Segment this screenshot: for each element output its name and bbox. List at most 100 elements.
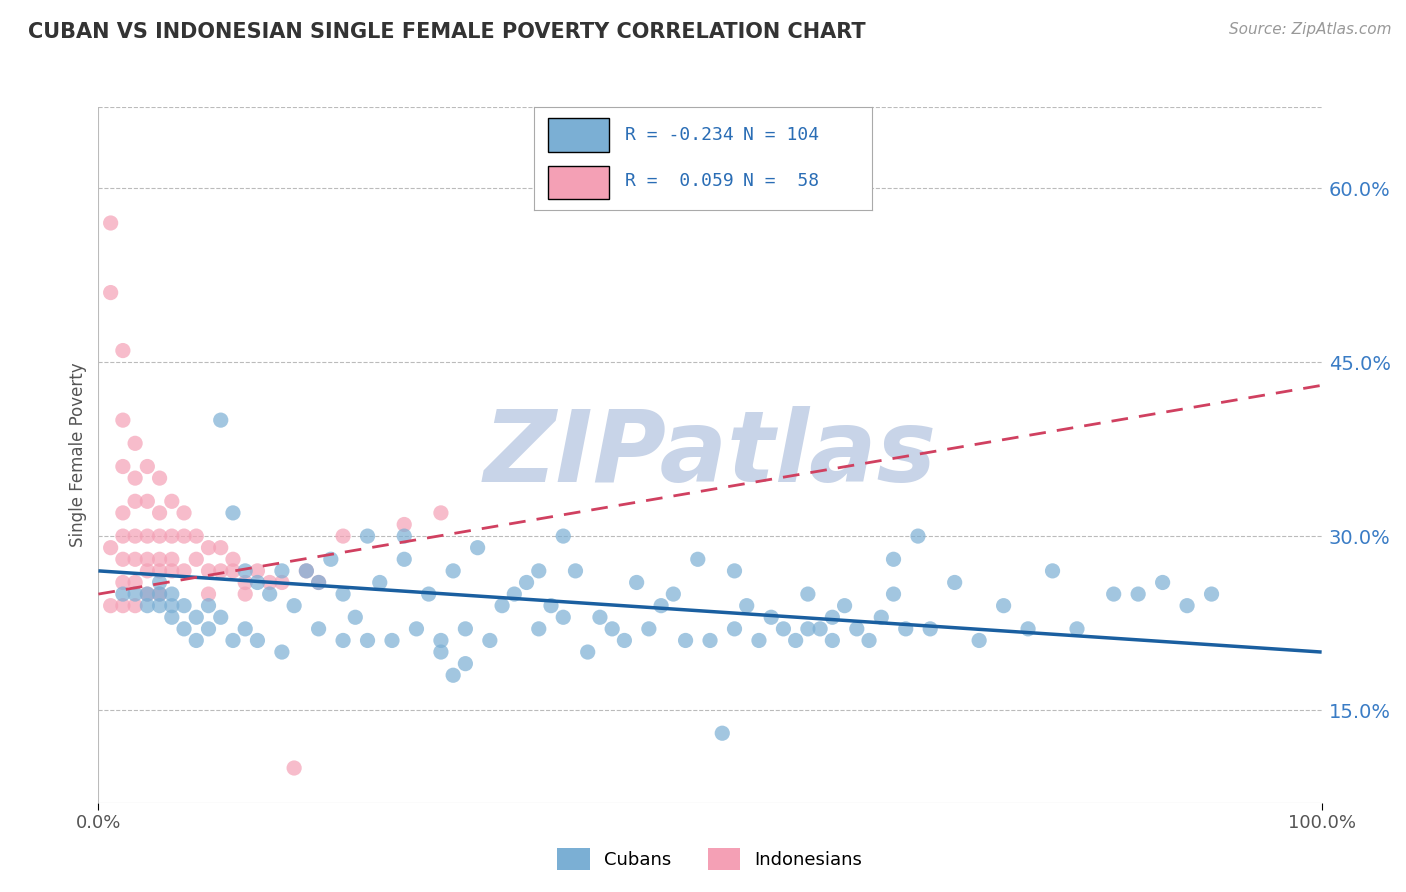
- Point: [111, 343, 134, 358]
- Point: [308, 575, 330, 590]
- Point: [209, 610, 232, 624]
- Point: [222, 633, 245, 648]
- FancyBboxPatch shape: [548, 119, 609, 153]
- Point: [295, 564, 318, 578]
- Point: [222, 506, 245, 520]
- Point: [233, 622, 256, 636]
- Point: [845, 622, 868, 636]
- Point: [503, 587, 526, 601]
- Point: [149, 575, 172, 590]
- Point: [858, 633, 880, 648]
- Point: [491, 599, 513, 613]
- Point: [270, 575, 294, 590]
- Point: [1102, 587, 1125, 601]
- Point: [821, 633, 844, 648]
- Point: [515, 575, 537, 590]
- Point: [149, 506, 172, 520]
- Point: [124, 575, 146, 590]
- Point: [222, 552, 245, 566]
- Point: [441, 668, 464, 682]
- Point: [124, 599, 146, 613]
- Point: [883, 587, 905, 601]
- Point: [100, 541, 122, 555]
- Point: [136, 587, 159, 601]
- Point: [808, 622, 831, 636]
- Point: [111, 529, 134, 543]
- Point: [441, 564, 464, 578]
- Point: [920, 622, 942, 636]
- Point: [797, 587, 820, 601]
- Point: [821, 610, 844, 624]
- Point: [160, 529, 183, 543]
- Point: [173, 529, 195, 543]
- Point: [392, 517, 416, 532]
- Point: [160, 552, 183, 566]
- Point: [197, 587, 219, 601]
- Point: [209, 564, 232, 578]
- Point: [111, 587, 134, 601]
- Legend: Cubans, Indonesians: Cubans, Indonesians: [550, 841, 870, 877]
- Point: [136, 587, 159, 601]
- Point: [430, 506, 453, 520]
- Point: [392, 552, 416, 566]
- Point: [124, 552, 146, 566]
- Point: [943, 575, 966, 590]
- Point: [259, 575, 281, 590]
- Point: [149, 587, 172, 601]
- Point: [699, 633, 721, 648]
- Point: [576, 645, 599, 659]
- Point: [246, 575, 269, 590]
- Point: [124, 529, 146, 543]
- Point: [124, 471, 146, 485]
- Point: [675, 633, 697, 648]
- Point: [111, 599, 134, 613]
- Point: [124, 587, 146, 601]
- Point: [197, 564, 219, 578]
- Point: [540, 599, 562, 613]
- Point: [308, 622, 330, 636]
- Point: [430, 645, 453, 659]
- Point: [392, 529, 416, 543]
- Point: [1152, 575, 1174, 590]
- Point: [1042, 564, 1064, 578]
- Y-axis label: Single Female Poverty: Single Female Poverty: [69, 363, 87, 547]
- Point: [723, 622, 745, 636]
- Point: [111, 459, 134, 474]
- Point: [173, 506, 195, 520]
- Point: [993, 599, 1015, 613]
- Point: [259, 587, 281, 601]
- Point: [160, 599, 183, 613]
- Point: [454, 622, 477, 636]
- Point: [283, 761, 305, 775]
- Point: [356, 633, 378, 648]
- Point: [967, 633, 990, 648]
- Point: [111, 575, 134, 590]
- Text: N =  58: N = 58: [744, 172, 820, 190]
- Point: [332, 529, 354, 543]
- Point: [883, 552, 905, 566]
- Point: [319, 552, 342, 566]
- Point: [527, 622, 550, 636]
- Text: Source: ZipAtlas.com: Source: ZipAtlas.com: [1229, 22, 1392, 37]
- Point: [246, 564, 269, 578]
- Point: [149, 599, 172, 613]
- Point: [246, 633, 269, 648]
- Point: [344, 610, 367, 624]
- Point: [136, 459, 159, 474]
- Point: [1066, 622, 1088, 636]
- FancyBboxPatch shape: [548, 166, 609, 199]
- Point: [553, 529, 575, 543]
- Point: [1175, 599, 1198, 613]
- Text: R = -0.234: R = -0.234: [626, 127, 734, 145]
- Point: [124, 436, 146, 450]
- Point: [186, 529, 208, 543]
- Point: [197, 599, 219, 613]
- Point: [834, 599, 856, 613]
- Point: [186, 633, 208, 648]
- Point: [761, 610, 783, 624]
- Text: CUBAN VS INDONESIAN SINGLE FEMALE POVERTY CORRELATION CHART: CUBAN VS INDONESIAN SINGLE FEMALE POVERT…: [28, 22, 866, 42]
- Point: [600, 622, 623, 636]
- Point: [270, 645, 294, 659]
- Point: [589, 610, 612, 624]
- Point: [467, 541, 489, 555]
